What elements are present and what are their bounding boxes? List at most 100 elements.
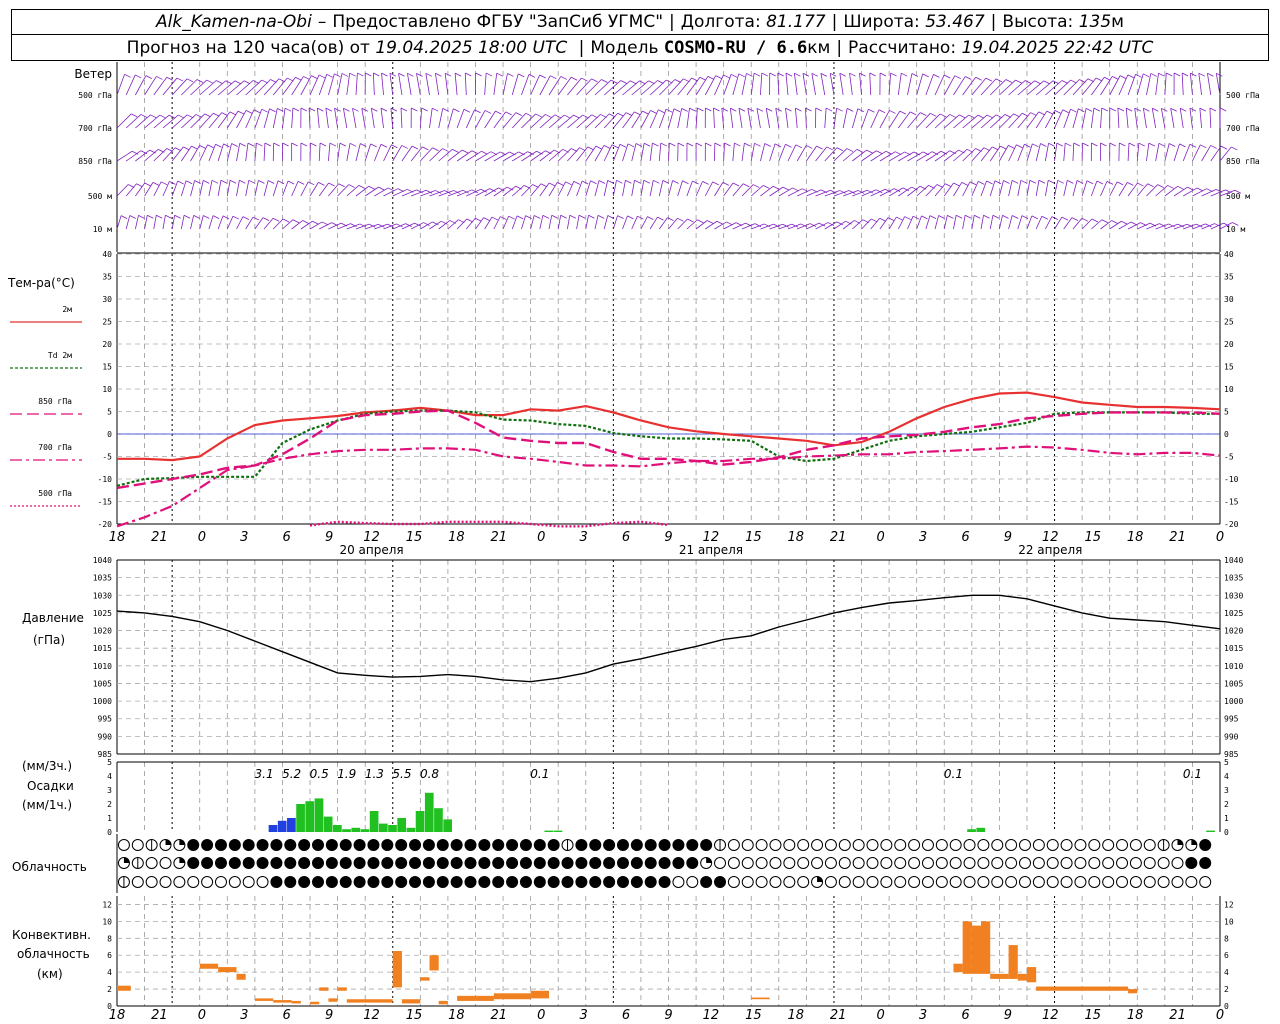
- wind-barb-flag: [876, 150, 883, 155]
- wind-barb-flag: [1020, 179, 1028, 184]
- wind-barb-flag: [1101, 107, 1108, 112]
- wind-barb-flag: [378, 223, 385, 228]
- cloud-cover-symbol: [616, 876, 629, 888]
- wind-barb-flag: [239, 179, 246, 184]
- wind-barb-flag: [791, 223, 799, 228]
- wind-barb: [116, 74, 125, 96]
- wind-barb-flag: [1078, 108, 1085, 113]
- cloud-cover-symbol: [1074, 857, 1087, 869]
- temp-series-line: [116, 445, 1221, 528]
- press-unit: (гПа): [33, 633, 65, 647]
- wind-barb-flag: [326, 73, 333, 78]
- wind-barb: [429, 148, 443, 162]
- precip-unit-top: (мм/3ч.): [22, 759, 72, 773]
- wind-barb-flag: [794, 72, 801, 77]
- wind-barb-flag: [1091, 142, 1098, 147]
- wind-barb: [732, 183, 744, 197]
- wind-barb: [1035, 180, 1040, 197]
- wind-barb: [962, 114, 979, 129]
- wind-barb-flag: [660, 142, 667, 147]
- wind-barb: [668, 180, 673, 197]
- cloud-cover-symbol: [727, 876, 740, 888]
- wind-barb: [622, 111, 635, 129]
- wind-barb-flag: [1109, 107, 1116, 112]
- wind-barb-flag: [625, 112, 633, 116]
- hour-label-bottom: 0: [876, 1008, 884, 1023]
- wind-barb-flag: [145, 75, 153, 80]
- wind-barb-flag: [722, 182, 730, 186]
- wind-barb: [787, 223, 802, 230]
- wind-barb: [355, 223, 370, 230]
- hour-label-bottom: 12: [703, 1008, 720, 1023]
- wind-barb-flag: [540, 183, 548, 188]
- wind-barb-flag: [985, 77, 993, 82]
- wind-barb: [365, 223, 379, 230]
- press-tick-right: 1030: [1224, 591, 1243, 600]
- wind-barb-flag: [756, 107, 764, 112]
- wind-barb: [236, 80, 254, 96]
- wind-barb: [1017, 180, 1022, 197]
- cloud-cover-symbol: [755, 857, 768, 869]
- wind-barb: [576, 146, 589, 162]
- wind-level-label-right: 10 м: [1226, 225, 1245, 234]
- precip-bar: [378, 823, 388, 832]
- wind-barb-flag: [471, 150, 479, 155]
- wind-barb-flag: [643, 142, 651, 147]
- wind-barb: [328, 183, 340, 197]
- temp-tick-right: 25: [1224, 318, 1234, 327]
- wind-barb-flag: [830, 189, 837, 194]
- wind-barb: [236, 143, 241, 162]
- conv-tick-left: 10: [102, 917, 112, 926]
- wind-barb-flag: [405, 223, 412, 227]
- wind-barb: [677, 77, 693, 96]
- wind-barb: [943, 182, 954, 197]
- wind-barb-flag: [994, 180, 1002, 185]
- wind-barb-flag: [292, 219, 300, 224]
- wind-barb: [521, 113, 536, 129]
- wind-barb: [383, 188, 398, 197]
- wind-barb-flag: [902, 187, 910, 192]
- wind-barb: [953, 76, 966, 96]
- conv-cloud-bar: [328, 998, 338, 1002]
- wind-level-label: 10 м: [93, 225, 112, 234]
- day-label: 20 апреля: [339, 543, 403, 557]
- hour-label-temp: 0: [537, 530, 545, 545]
- wind-barb: [548, 76, 562, 96]
- wind-barb-flag: [159, 114, 167, 119]
- wind-barb: [603, 113, 618, 129]
- wind-barb-flag: [269, 108, 276, 113]
- wind-barb-flag: [986, 180, 993, 185]
- wind-barb: [594, 113, 610, 129]
- wind-barb-flag: [896, 216, 903, 221]
- wind-barb: [793, 73, 798, 96]
- wind-barb: [962, 215, 966, 230]
- wind-barb-flag: [732, 182, 740, 187]
- wind-barb-flag: [1095, 77, 1103, 82]
- wind-barb-flag: [705, 142, 712, 147]
- wind-barb-flag: [816, 145, 823, 150]
- wind-barb: [1160, 108, 1166, 129]
- cloud-cover-symbol: [561, 876, 574, 888]
- conv-cloud-bar: [429, 955, 439, 971]
- wind-barb-flag: [1119, 142, 1126, 147]
- wind-barb: [291, 108, 294, 129]
- wind-barb-flag: [1024, 80, 1032, 84]
- cloud-cover-symbol: [797, 857, 810, 869]
- wind-barb: [640, 180, 645, 197]
- wind-barb: [888, 187, 904, 197]
- wind-barb: [466, 188, 481, 197]
- wind-barb: [649, 180, 654, 197]
- cloud-cover-symbol: [1157, 857, 1170, 869]
- cloud-cover-symbol: [1171, 876, 1184, 888]
- conv-tick-right: 4: [1224, 968, 1229, 977]
- precip-total-label: 1.3: [365, 767, 384, 781]
- wind-barb: [934, 150, 951, 162]
- wind-barb-flag: [885, 150, 893, 155]
- wind-barb: [434, 73, 440, 96]
- wind-barb-flag: [730, 107, 737, 112]
- wind-barb: [989, 79, 1007, 96]
- wind-barb-flag: [256, 142, 263, 147]
- wind-barb: [820, 73, 826, 96]
- wind-barb-flag: [818, 222, 826, 227]
- wind-barb-flag: [239, 142, 246, 147]
